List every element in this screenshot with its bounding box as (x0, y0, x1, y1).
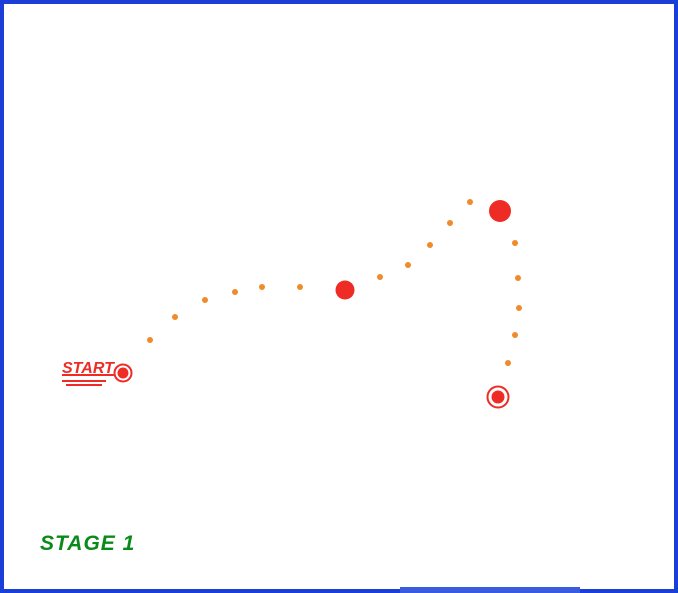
path-dot (516, 305, 522, 311)
path-dot (505, 360, 511, 366)
path-dot (202, 297, 208, 303)
path-dot (259, 284, 265, 290)
path-dot (515, 275, 521, 281)
path-dot (467, 199, 473, 205)
start-underline (62, 380, 106, 382)
path-dot (147, 337, 153, 343)
path-dot (297, 284, 303, 290)
path-dot (405, 262, 411, 268)
waypoint-marker (489, 200, 511, 222)
start-underline (66, 384, 102, 386)
start-label: START (62, 360, 114, 378)
end-marker (487, 386, 510, 409)
path-dot (447, 220, 453, 226)
path-dot (377, 274, 383, 280)
path-dot (427, 242, 433, 248)
path-dot (512, 332, 518, 338)
path-dot (512, 240, 518, 246)
path-dot (232, 289, 238, 295)
path-dot (172, 314, 178, 320)
start-marker (114, 364, 133, 383)
stage-label: STAGE 1 (40, 532, 135, 556)
waypoint-marker (336, 281, 355, 300)
bottom-accent (400, 587, 580, 593)
